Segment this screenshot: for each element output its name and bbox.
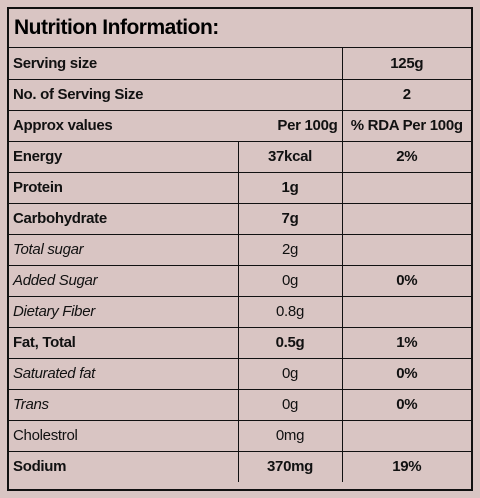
header-cell: % RDA Per 100g (341, 109, 472, 142)
row: Dietary Fiber 0.8g (9, 295, 472, 328)
value: 370mg (237, 450, 343, 482)
rda (341, 171, 472, 204)
row: Approx values Per 100g% RDA Per 100g (9, 109, 472, 142)
row: No. of Serving Size 2 (9, 78, 472, 111)
rda: 2% (341, 140, 472, 173)
nutrition-panel: Nutrition Information: Serving size 125g … (7, 7, 473, 491)
title: Nutrition Information: (9, 9, 471, 48)
value: 7g (237, 202, 343, 235)
value: 2 (341, 78, 472, 111)
label: Cholestrol (9, 419, 239, 452)
label: Carbohydrate (9, 202, 239, 235)
value: 0.8g (237, 295, 343, 328)
value: 125g (341, 48, 472, 80)
row: Trans 0g 0% (9, 388, 472, 421)
rda (341, 202, 472, 235)
label: Dietary Fiber (9, 295, 239, 328)
row: Total sugar 2g (9, 233, 472, 266)
label: Serving size (9, 48, 343, 80)
value: 0.5g (237, 326, 343, 359)
rda (341, 295, 472, 328)
row: Fat, Total 0.5g 1% (9, 326, 472, 359)
value: 1g (237, 171, 343, 204)
rda: 1% (341, 326, 472, 359)
row: Cholestrol 0mg (9, 419, 472, 452)
value: 0mg (237, 419, 343, 452)
label: Total sugar (9, 233, 239, 266)
label: Energy (9, 140, 239, 173)
label: Added Sugar (9, 264, 239, 297)
label: Fat, Total (9, 326, 239, 359)
row: Energy 37kcal 2% (9, 140, 472, 173)
row: Carbohydrate 7g (9, 202, 472, 235)
rda (341, 233, 472, 266)
row: Saturated fat 0g 0% (9, 357, 472, 390)
label: Protein (9, 171, 239, 204)
label: Trans (9, 388, 239, 421)
row: Serving size 125g (9, 48, 472, 80)
value: 0g (237, 357, 343, 390)
row: Sodium 370mg 19% (9, 450, 472, 482)
row: Protein 1g (9, 171, 472, 204)
header-cell: Per 100g (238, 109, 343, 142)
label: No. of Serving Size (9, 78, 343, 111)
label: Approx values (9, 109, 238, 142)
label: Saturated fat (9, 357, 239, 390)
rda: 0% (341, 264, 472, 297)
label: Sodium (9, 450, 239, 482)
value: 0g (237, 388, 343, 421)
rda: 0% (341, 388, 472, 421)
rda: 19% (341, 450, 472, 482)
row: Added Sugar 0g 0% (9, 264, 472, 297)
rda (341, 419, 472, 452)
value: 2g (237, 233, 343, 266)
value: 0g (237, 264, 343, 297)
nutrition-table: Serving size 125g No. of Serving Size 2 Ap… (9, 48, 472, 482)
rda: 0% (341, 357, 472, 390)
value: 37kcal (237, 140, 343, 173)
